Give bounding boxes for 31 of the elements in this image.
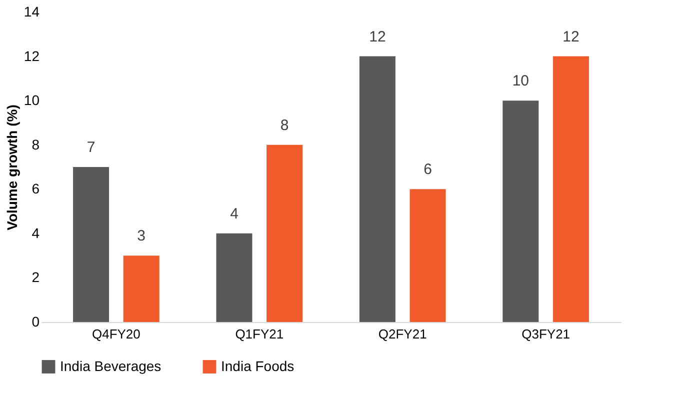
legend-label: India Beverages <box>60 358 162 374</box>
data-label: 12 <box>562 28 580 46</box>
bar <box>552 56 589 322</box>
x-tick-label: Q4FY20 <box>92 326 140 342</box>
y-axis-title: Volume growth (%) <box>4 104 20 230</box>
x-tick-label: Q3FY21 <box>522 326 570 342</box>
y-tick-label: 12 <box>24 48 40 64</box>
data-label: 10 <box>512 72 529 90</box>
bar <box>73 167 110 322</box>
y-tick-label: 10 <box>24 92 40 108</box>
x-tick-label: Q2FY21 <box>378 326 427 342</box>
x-tick-label: Q1FY21 <box>235 326 284 342</box>
bar <box>502 100 539 322</box>
data-label: 3 <box>137 228 146 245</box>
bar <box>359 56 396 322</box>
y-tick-label: 8 <box>32 136 40 152</box>
y-tick-label: 14 <box>24 4 40 20</box>
data-label: 8 <box>280 116 289 134</box>
bar <box>266 144 303 322</box>
y-tick-label: 4 <box>32 224 40 241</box>
y-tick-label: 0 <box>32 314 40 330</box>
bar <box>216 233 252 322</box>
y-tick-label: 2 <box>32 269 40 286</box>
y-tick-label: 6 <box>32 180 40 197</box>
bar <box>123 256 160 322</box>
data-label: 12 <box>369 28 386 46</box>
bar <box>410 189 446 322</box>
data-label: 6 <box>424 161 432 178</box>
data-label: 4 <box>230 205 238 222</box>
legend-label: India Foods <box>221 358 294 374</box>
data-label: 7 <box>86 139 96 156</box>
